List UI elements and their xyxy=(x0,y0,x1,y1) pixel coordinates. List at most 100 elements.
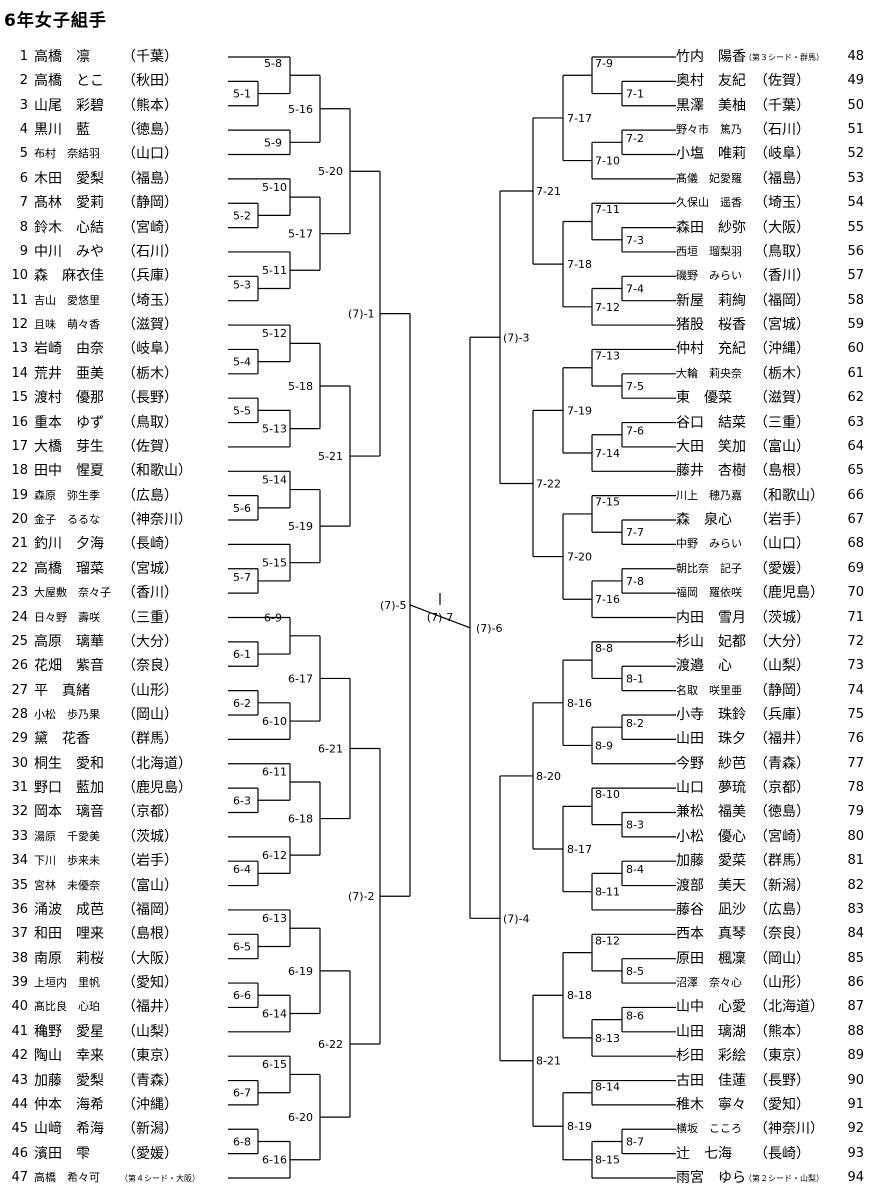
entrant-number: 60 xyxy=(847,341,864,357)
match-label: 5-21 xyxy=(318,450,343,463)
entrant-number: 50 xyxy=(847,97,864,113)
entrant-prefecture: （愛知） xyxy=(122,975,178,992)
entrant-number: 71 xyxy=(847,609,864,625)
entrant-name: 森 泉心 xyxy=(676,512,732,529)
entrant-prefecture: （島根） xyxy=(754,463,810,480)
entrant-prefecture: （埼玉） xyxy=(754,195,810,212)
entrant-row: 90 古田 佳蓮 （長野） xyxy=(676,1071,886,1091)
entrant-number: 33 xyxy=(11,828,28,844)
entrant-row: 28 小松 歩乃果 （岡山） xyxy=(0,705,210,725)
entrant-name: 森田 紗弥 xyxy=(676,219,746,236)
entrant-number: 87 xyxy=(847,999,864,1015)
entrant-row: 11 吉山 愛悠里 （埼玉） xyxy=(0,291,210,311)
entrant-number: 51 xyxy=(847,122,864,138)
entrant-row: 9 中川 みや （石川） xyxy=(0,242,210,262)
entrant-prefecture: （徳島） xyxy=(122,122,178,139)
entrant-number: 80 xyxy=(847,828,864,844)
match-label: (7)-4 xyxy=(503,912,530,925)
entrant-prefecture: （福井） xyxy=(122,999,178,1016)
entrant-prefecture: （山梨） xyxy=(122,1023,178,1040)
entrant-row: 59 猪股 桜香 （宮城） xyxy=(676,315,886,335)
entrant-name: 加藤 愛梨 xyxy=(34,1072,104,1089)
entrant-name: 西垣 瑠梨羽 xyxy=(676,244,742,258)
entrant-prefecture: （和歌山） xyxy=(754,487,824,504)
entrant-number: 73 xyxy=(847,658,864,674)
entrant-row: 31 野口 藍加 （鹿児島） xyxy=(0,778,210,798)
entrant-number: 3 xyxy=(19,97,28,113)
entrant-prefecture: （福島） xyxy=(754,170,810,187)
entrant-row: 52 小塩 唯莉 （岐阜） xyxy=(676,144,886,164)
entrant-name: 山中 心愛 xyxy=(676,999,746,1016)
entrant-number: 57 xyxy=(847,268,864,284)
match-label: 8-16 xyxy=(567,697,592,710)
entrant-number: 89 xyxy=(847,1048,864,1064)
entrant-number: 32 xyxy=(11,804,28,820)
entrant-number: 25 xyxy=(11,633,28,649)
entrant-number: 27 xyxy=(11,682,28,698)
entrant-row: 68 中野 みらい （山口） xyxy=(676,534,886,554)
entrant-row: 49 奥村 友紀 （佐賀） xyxy=(676,71,886,91)
entrant-prefecture: （奈良） xyxy=(754,926,810,943)
entrant-prefecture: （山形） xyxy=(122,682,178,699)
match-label: 6-18 xyxy=(288,813,313,826)
entrant-name: 横坂 こころ xyxy=(676,1122,742,1136)
entrant-row: 12 且味 萌々香 （滋賀） xyxy=(0,315,210,335)
entrant-prefecture: （北海道） xyxy=(122,755,192,772)
entrant-name: 花畑 紫音 xyxy=(34,658,104,675)
entrant-row: 53 髙儀 妃愛羅 （福島） xyxy=(676,169,886,189)
match-label: 5-1 xyxy=(233,88,251,101)
entrant-name: 渡部 美天 xyxy=(676,877,746,894)
match-label: 7-7 xyxy=(626,526,644,539)
entrant-row: 63 谷口 結菜 （三重） xyxy=(676,413,886,433)
entrant-row: 5 布村 奈結羽 （山口） xyxy=(0,144,210,164)
entrant-prefecture: （埼玉） xyxy=(122,292,178,309)
entrant-row: 47 高橋 希々可 （第４シード・大阪） xyxy=(0,1168,210,1188)
entrant-prefecture: （大分） xyxy=(122,633,178,650)
entrant-number: 4 xyxy=(19,122,28,138)
entrant-row: 22 高橋 瑠菜 （宮城） xyxy=(0,559,210,579)
entrant-name: 涌波 成芭 xyxy=(34,901,104,918)
entrant-name: 大輪 莉央奈 xyxy=(676,366,742,380)
match-label: 7-1 xyxy=(626,88,644,101)
entrant-row: 39 上垣内 里帆 （愛知） xyxy=(0,973,210,993)
entrant-number: 26 xyxy=(11,658,28,674)
entrant-row: 84 西本 真琴 （奈良） xyxy=(676,924,886,944)
match-label: 7-11 xyxy=(595,203,620,216)
entrant-prefecture: （岡山） xyxy=(122,706,178,723)
entrant-prefecture: （長野） xyxy=(754,1072,810,1089)
entrant-row: 62 東 優菜 （滋賀） xyxy=(676,388,886,408)
entrant-prefecture: （静岡） xyxy=(122,195,178,212)
entrant-prefecture: （神奈川） xyxy=(122,512,192,529)
entrant-row: 32 岡本 璃音 （京都） xyxy=(0,802,210,822)
match-label: 5-7 xyxy=(233,571,251,584)
entrant-row: 13 岩崎 由奈 （岐阜） xyxy=(0,339,210,359)
match-label: 7-6 xyxy=(626,425,644,438)
entrant-number: 49 xyxy=(847,73,864,89)
entrant-prefecture: （長崎） xyxy=(754,1145,810,1162)
match-label: 7-14 xyxy=(595,447,620,460)
entrant-number: 82 xyxy=(847,877,864,893)
entrant-number: 5 xyxy=(19,146,28,162)
entrant-number: 56 xyxy=(847,243,864,259)
entrant-number: 12 xyxy=(11,317,28,333)
entrant-name: 小松 優心 xyxy=(676,828,746,845)
match-label: 8-2 xyxy=(626,717,644,730)
entrant-name: 内田 雪月 xyxy=(676,609,746,626)
entrant-row: 35 宮林 未優奈 （富山） xyxy=(0,876,210,896)
entrant-number: 94 xyxy=(847,1170,864,1186)
entrant-name: 髙林 愛莉 xyxy=(34,195,104,212)
match-label: 7-8 xyxy=(626,575,644,588)
match-label: 6-15 xyxy=(262,1058,287,1071)
entrant-number: 54 xyxy=(847,195,864,211)
entrant-prefecture: （茨城） xyxy=(122,828,178,845)
entrant-number: 47 xyxy=(11,1170,28,1186)
match-label: 6-8 xyxy=(233,1135,251,1148)
entrant-row: 43 加藤 愛梨 （青森） xyxy=(0,1071,210,1091)
entrant-name: 野口 藍加 xyxy=(34,780,104,797)
entrant-row: 94 雨宮 ゆら （第２シード・山梨） xyxy=(676,1168,886,1188)
entrant-prefecture: （茨城） xyxy=(754,609,810,626)
entrant-name: 奥村 友紀 xyxy=(676,73,746,90)
match-label: 7-21 xyxy=(536,185,561,198)
entrant-name: 平 真緒 xyxy=(34,682,90,699)
entrant-number: 7 xyxy=(19,195,28,211)
